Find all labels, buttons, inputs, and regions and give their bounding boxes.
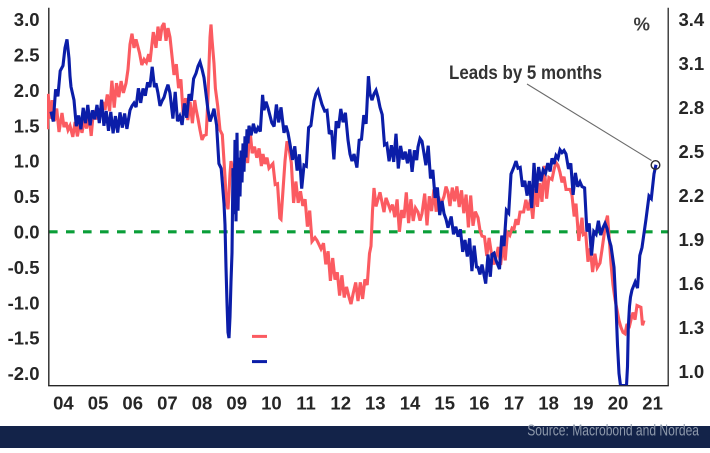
svg-text:21: 21 — [642, 393, 663, 414]
svg-text:12: 12 — [330, 393, 351, 414]
svg-text:Source: Macrobond and Nordea: Source: Macrobond and Nordea — [527, 422, 699, 439]
svg-text:1.3: 1.3 — [679, 317, 705, 338]
svg-text:04: 04 — [53, 393, 74, 414]
svg-text:18: 18 — [538, 393, 559, 414]
svg-text:0.0: 0.0 — [14, 222, 40, 243]
svg-text:0.5: 0.5 — [14, 186, 40, 207]
svg-text:1.6: 1.6 — [679, 273, 705, 294]
svg-text:1.9: 1.9 — [679, 229, 705, 250]
svg-text:-1.5: -1.5 — [8, 328, 40, 349]
svg-text:1.0: 1.0 — [14, 151, 40, 172]
svg-text:06: 06 — [122, 393, 143, 414]
svg-text:10: 10 — [261, 393, 282, 414]
svg-text:1.0: 1.0 — [679, 361, 705, 382]
svg-text:3.4: 3.4 — [679, 9, 705, 30]
svg-text:-0.5: -0.5 — [8, 257, 40, 278]
svg-text:05: 05 — [88, 393, 109, 414]
svg-text:19: 19 — [573, 393, 594, 414]
svg-text:-1.0: -1.0 — [8, 292, 40, 313]
svg-text:2.5: 2.5 — [679, 141, 705, 162]
svg-text:Leads by 5 months: Leads by 5 months — [449, 62, 602, 83]
svg-text:2.2: 2.2 — [679, 185, 705, 206]
svg-text:2.8: 2.8 — [679, 97, 705, 118]
svg-text:2.0: 2.0 — [14, 80, 40, 101]
svg-text:-2.0: -2.0 — [8, 363, 40, 384]
svg-text:3.0: 3.0 — [14, 9, 40, 30]
svg-text:2.5: 2.5 — [14, 45, 40, 66]
svg-text:14: 14 — [400, 393, 421, 414]
svg-text:07: 07 — [157, 393, 178, 414]
svg-text:%: % — [634, 13, 650, 34]
svg-text:15: 15 — [434, 393, 455, 414]
svg-text:17: 17 — [504, 393, 525, 414]
svg-text:16: 16 — [469, 393, 490, 414]
svg-text:09: 09 — [226, 393, 247, 414]
svg-text:1.5: 1.5 — [14, 115, 40, 136]
svg-text:20: 20 — [608, 393, 629, 414]
svg-text:11: 11 — [296, 393, 316, 414]
svg-text:3.1: 3.1 — [679, 53, 705, 74]
svg-text:08: 08 — [192, 393, 213, 414]
svg-text:13: 13 — [365, 393, 386, 414]
